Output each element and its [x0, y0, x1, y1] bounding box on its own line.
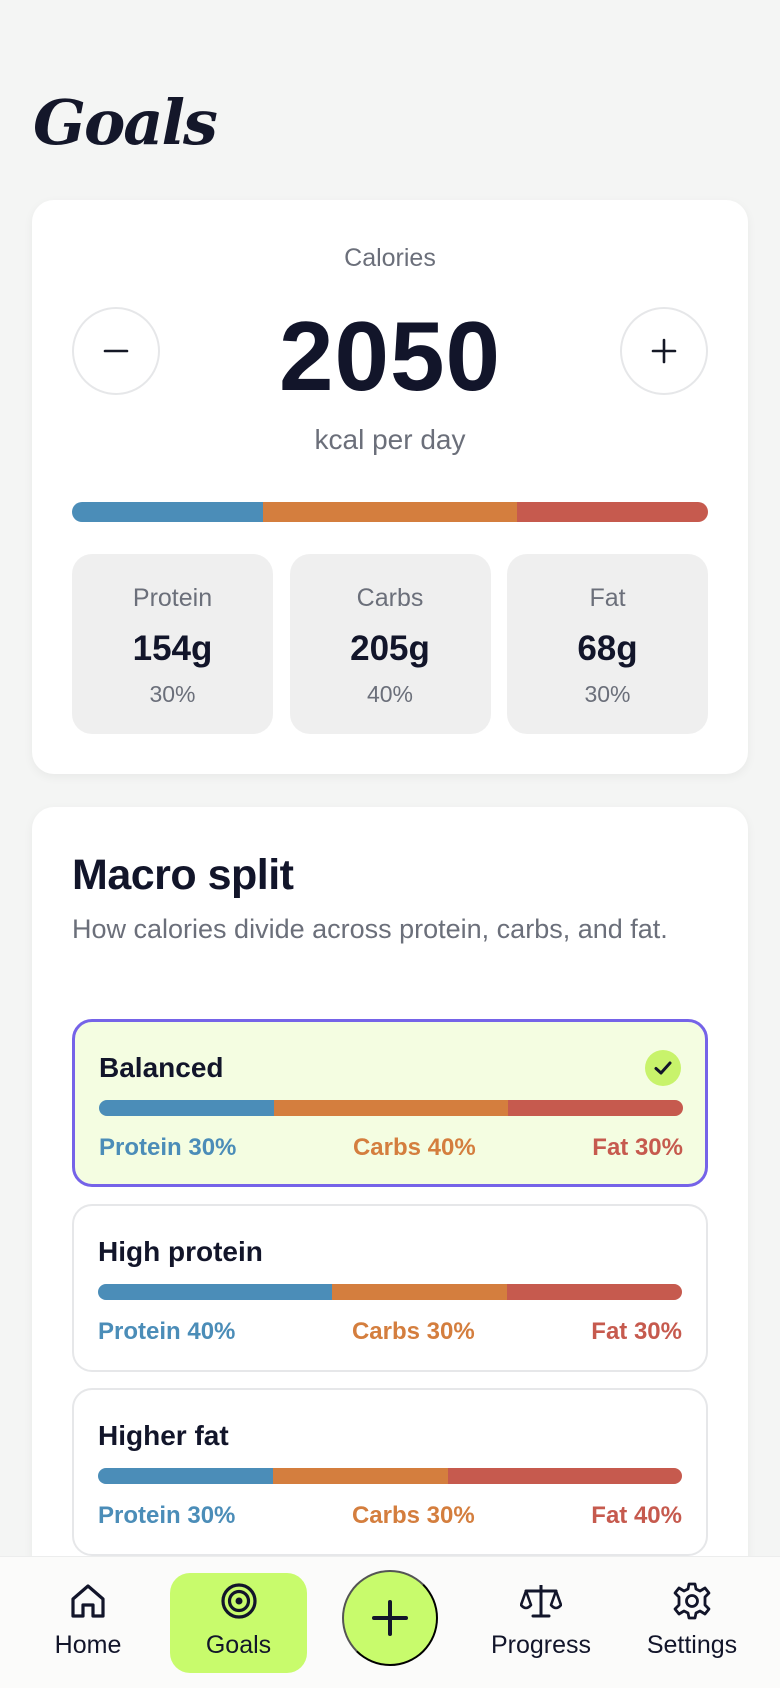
nav-label: Home [54, 1631, 122, 1659]
calories-card: Calories 2050 kcal per day Protein 154g … [32, 200, 748, 774]
macro-split-description: How calories divide across protein, carb… [72, 914, 668, 944]
macro-split-card: Macro split How calories divide across p… [32, 807, 748, 1688]
fat-label: Fat 30% [591, 1318, 682, 1345]
macro-name: Carbs [356, 584, 424, 612]
carbs-box: Carbs 205g 40% [289, 554, 491, 734]
split-name: Balanced [99, 1052, 224, 1083]
carbs-label: Carbs 30% [351, 1318, 475, 1345]
decrease-calories-button[interactable] [72, 307, 160, 395]
protein-label: Protein 40% [98, 1318, 236, 1345]
fat-segment [517, 502, 708, 522]
nav-home[interactable]: Home [40, 1573, 136, 1688]
carbs-label: Carbs 30% [351, 1502, 475, 1529]
split-name: High protein [98, 1236, 263, 1267]
carbs-segment [262, 502, 518, 522]
macro-grams: 154g [132, 629, 213, 668]
split-option-balanced[interactable]: Balanced Protein 30% Carbs 40% Fat 30% [72, 1019, 708, 1187]
calorie-unit: kcal per day [314, 424, 466, 455]
increase-calories-button[interactable] [620, 307, 708, 395]
split-bar [98, 1284, 682, 1300]
protein-segment [98, 1284, 332, 1300]
nav-label: Progress [490, 1631, 592, 1659]
split-option-high-protein[interactable]: High protein Protein 40% Carbs 30% Fat 3… [72, 1204, 708, 1372]
calories-label: Calories [344, 244, 436, 272]
protein-label: Protein 30% [98, 1502, 236, 1529]
macro-name: Protein [132, 584, 213, 612]
split-labels: Protein 30% Carbs 30% Fat 40% [98, 1502, 682, 1530]
carbs-label: Carbs 40% [352, 1134, 476, 1161]
nav-settings[interactable]: Settings [636, 1573, 748, 1688]
plus-icon [372, 1600, 408, 1636]
fat-label: Fat 40% [591, 1502, 682, 1529]
fat-segment [506, 1284, 682, 1300]
protein-segment [99, 1100, 275, 1116]
fat-box: Fat 68g 30% [507, 554, 708, 734]
protein-segment [98, 1468, 274, 1484]
split-name: Higher fat [98, 1420, 229, 1451]
split-bar [99, 1100, 683, 1116]
nav-label: Goals [205, 1631, 272, 1659]
nav-progress[interactable]: Progress [482, 1573, 600, 1688]
macro-percent: 40% [366, 681, 414, 707]
macro-name: Fat [589, 584, 626, 612]
macro-grams: 205g [350, 629, 430, 668]
plus-icon [651, 338, 677, 364]
gear-icon [672, 1573, 712, 1621]
macro-summary: Protein 154g 30% Carbs 205g 40% Fat 68g … [72, 554, 708, 734]
check-icon [645, 1050, 681, 1086]
page-title: Goals [33, 86, 218, 159]
target-icon [219, 1573, 259, 1621]
fat-segment [448, 1468, 682, 1484]
carbs-segment [273, 1468, 449, 1484]
add-button[interactable] [342, 1570, 438, 1666]
macro-percent: 30% [584, 681, 631, 707]
split-labels: Protein 40% Carbs 30% Fat 30% [98, 1318, 682, 1346]
protein-label: Protein 30% [99, 1134, 237, 1161]
split-bar [98, 1468, 682, 1484]
split-labels: Protein 30% Carbs 40% Fat 30% [99, 1134, 683, 1162]
fat-label: Fat 30% [592, 1134, 683, 1161]
carbs-segment [331, 1284, 507, 1300]
fat-segment [507, 1100, 683, 1116]
macro-grams: 68g [577, 629, 638, 668]
protein-box: Protein 154g 30% [72, 554, 273, 734]
calorie-distribution-bar [72, 502, 708, 522]
calorie-value: 2050 [278, 301, 501, 411]
split-option-higher-fat[interactable]: Higher fat Protein 30% Carbs 30% Fat 40% [72, 1388, 708, 1556]
home-icon [68, 1573, 108, 1621]
nav-label: Settings [646, 1631, 738, 1659]
minus-icon [103, 349, 129, 353]
macro-split-title: Macro split [72, 851, 294, 899]
protein-segment [72, 502, 263, 522]
nav-goals[interactable]: Goals [170, 1573, 307, 1673]
macro-percent: 30% [149, 681, 196, 707]
scale-icon [520, 1573, 562, 1621]
carbs-segment [274, 1100, 508, 1116]
